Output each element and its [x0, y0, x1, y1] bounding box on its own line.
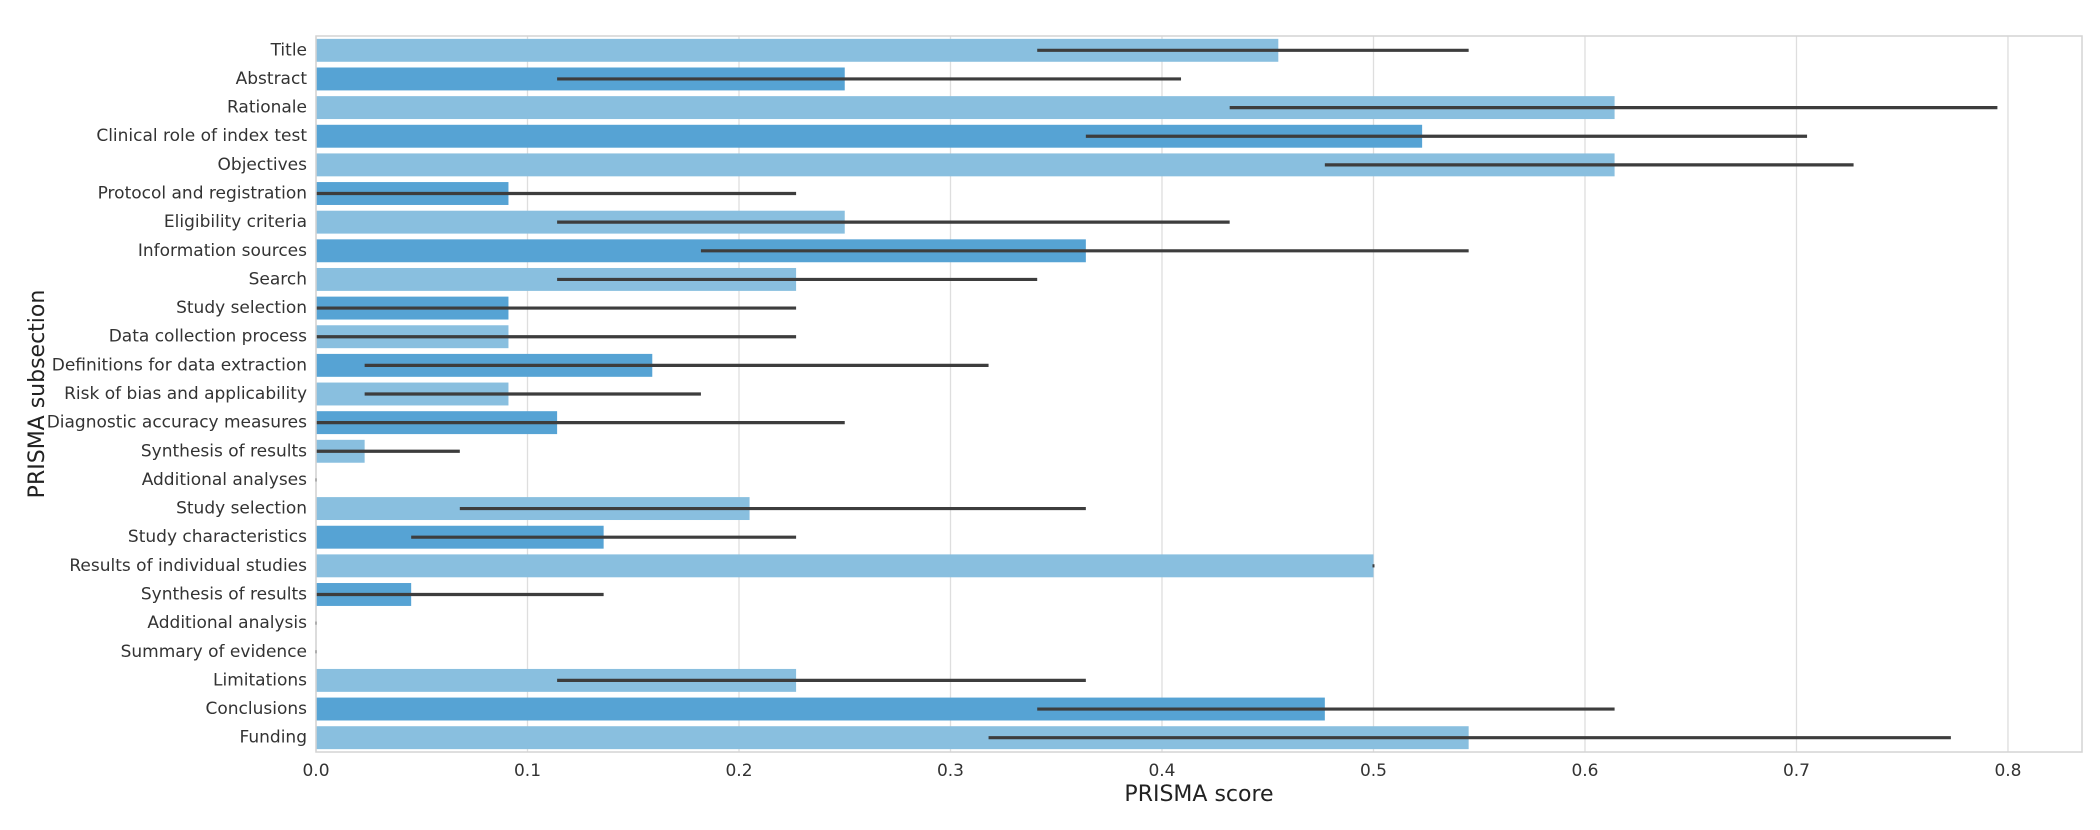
y-tick-label: Information sources [138, 241, 307, 261]
y-tick-labels: Title Abstract Rationale Clinical role of i… [47, 40, 308, 747]
bar [316, 726, 1469, 750]
bar [316, 697, 1325, 721]
y-tick-label: Abstract [236, 69, 308, 89]
y-tick-label: Rationale [227, 98, 307, 118]
x-tick-label: 0.0 [302, 761, 329, 781]
bar [316, 153, 1615, 177]
y-tick-label: Funding [240, 728, 307, 748]
y-tick-label: Search [249, 269, 307, 289]
y-tick-label: Eligibility criteria [164, 212, 307, 232]
bar [316, 267, 797, 291]
y-tick-label: Study selection [176, 298, 307, 318]
y-tick-label: Data collection process [109, 327, 307, 347]
y-tick-label: Clinical role of index test [96, 126, 307, 146]
bars [316, 38, 1615, 750]
bar [316, 554, 1374, 578]
y-tick-label: Results of individual studies [69, 556, 307, 576]
plot-frame [315, 35, 2083, 753]
y-tick-label: Diagnostic accuracy measures [47, 413, 307, 433]
y-tick-label: Limitations [213, 670, 307, 690]
x-tick-label: 0.8 [1994, 761, 2021, 781]
y-tick-label: Summary of evidence [121, 642, 307, 662]
x-tick-label: 0.7 [1783, 761, 1810, 781]
bar [316, 668, 797, 692]
y-tick-label: Additional analysis [147, 613, 307, 633]
x-tick-label: 0.1 [514, 761, 541, 781]
x-tick-labels: 0.0 0.1 0.2 0.3 0.4 0.5 0.6 0.7 0.8 [302, 761, 2021, 781]
x-axis-title: PRISMA score [1124, 782, 1273, 807]
y-tick-label: Risk of bias and applicability [64, 384, 307, 404]
y-tick-label: Synthesis of results [141, 441, 307, 461]
y-axis-title: PRISMA subsection [25, 290, 50, 499]
bar [316, 38, 1279, 62]
error-bars [315, 48, 1998, 740]
x-tick-label: 0.3 [937, 761, 964, 781]
x-tick-label: 0.6 [1571, 761, 1598, 781]
y-tick-label: Synthesis of results [141, 584, 307, 604]
x-tick-label: 0.5 [1360, 761, 1387, 781]
y-tick-label: Additional analyses [142, 470, 307, 490]
bar [316, 124, 1423, 148]
x-tick-label: 0.2 [725, 761, 752, 781]
y-tick-label: Objectives [218, 155, 308, 175]
y-tick-label: Protocol and registration [98, 184, 307, 204]
y-tick-label: Study characteristics [128, 527, 307, 547]
y-tick-label: Definitions for data extraction [52, 355, 307, 375]
x-tick-label: 0.4 [1148, 761, 1175, 781]
y-tick-label: Study selection [176, 499, 307, 519]
y-tick-label: Conclusions [205, 699, 307, 719]
y-tick-label: Title [270, 40, 307, 60]
bar [316, 96, 1615, 120]
